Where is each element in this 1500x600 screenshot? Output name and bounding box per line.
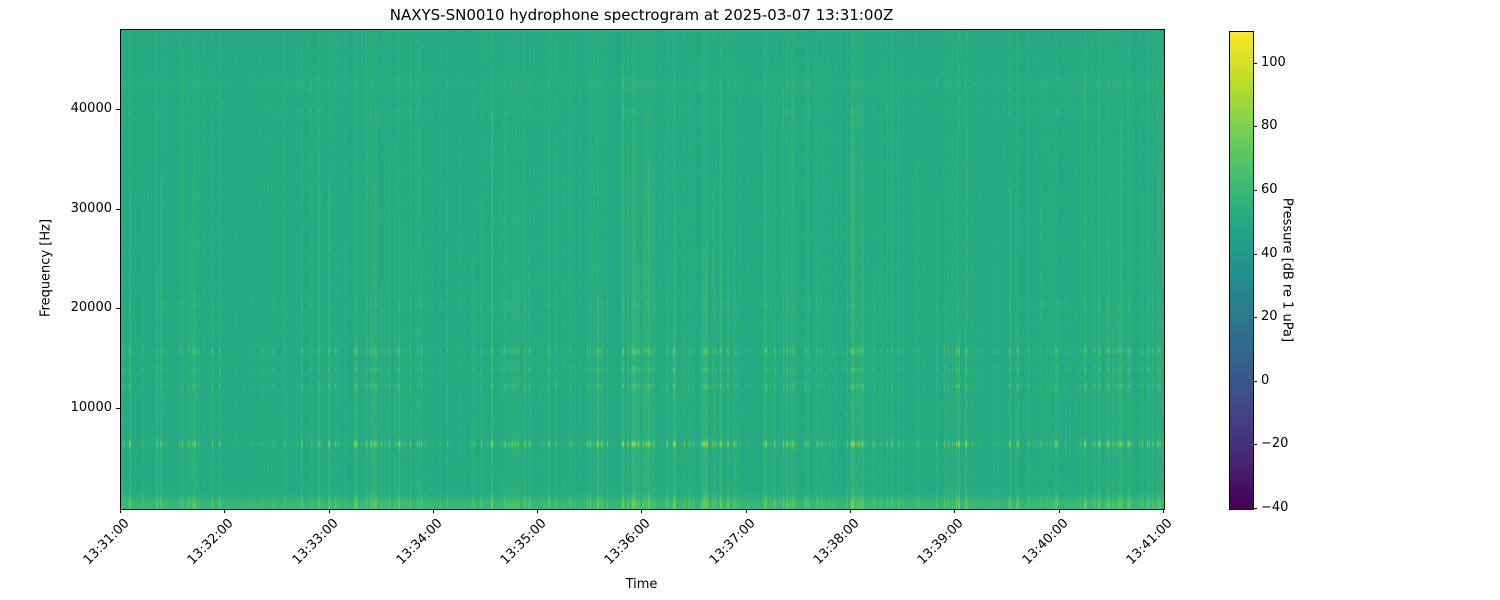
y-tick-mark [116,308,120,309]
y-tick-mark [116,209,120,210]
x-axis-label: Time [625,577,658,592]
colorbar-tick-mark [1253,126,1257,127]
colorbar-tick-mark [1253,444,1257,445]
y-tick-label: 40000 [70,101,112,116]
colorbar-gradient [1230,32,1253,509]
colorbar-tick-mark [1253,508,1257,509]
colorbar-tick-label: −20 [1261,436,1289,451]
x-tick-mark [224,509,225,513]
plot-area [120,29,1165,510]
x-tick-mark [746,509,747,513]
chart-title: NAXYS-SN0010 hydrophone spectrogram at 2… [389,6,894,24]
x-tick-mark [641,509,642,513]
colorbar-tick-mark [1253,254,1257,255]
colorbar-tick-label: 60 [1261,182,1278,197]
colorbar-tick-label: 40 [1261,246,1278,261]
colorbar-label: Pressure [dB re 1 uPa] [1279,197,1295,343]
colorbar-tick-mark [1253,63,1257,64]
y-tick-label: 30000 [70,201,112,216]
y-tick-label: 10000 [70,400,112,415]
colorbar-tick-label: −40 [1261,500,1289,515]
y-tick-mark [116,408,120,409]
x-tick-mark [329,509,330,513]
x-tick-mark [954,509,955,513]
colorbar-tick-mark [1253,381,1257,382]
x-tick-mark [537,509,538,513]
x-tick-mark [850,509,851,513]
x-tick-mark [1163,509,1164,513]
colorbar-tick-mark [1253,190,1257,191]
colorbar-tick-mark [1253,317,1257,318]
colorbar-tick-label: 80 [1261,118,1278,133]
x-tick-mark [433,509,434,513]
colorbar-tick-label: 20 [1261,309,1278,324]
x-tick-mark [120,509,121,513]
spectrogram-image [121,30,1164,509]
colorbar-tick-label: 100 [1261,55,1286,70]
colorbar [1229,31,1254,510]
x-tick-mark [1059,509,1060,513]
y-tick-label: 20000 [70,300,112,315]
y-tick-mark [116,109,120,110]
colorbar-tick-label: 0 [1261,373,1270,388]
